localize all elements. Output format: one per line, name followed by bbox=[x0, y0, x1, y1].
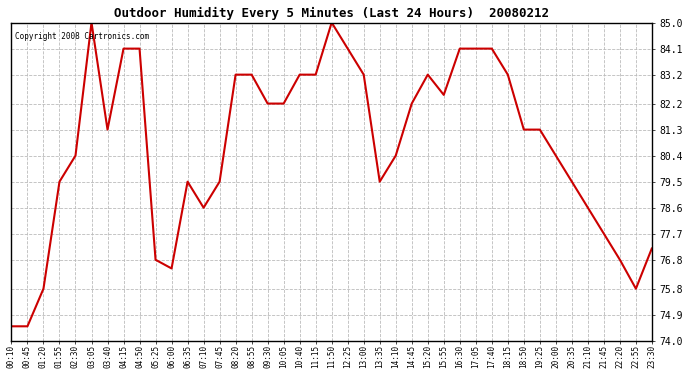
Title: Outdoor Humidity Every 5 Minutes (Last 24 Hours)  20080212: Outdoor Humidity Every 5 Minutes (Last 2… bbox=[114, 7, 549, 20]
Text: Copyright 2008 Cartronics.com: Copyright 2008 Cartronics.com bbox=[14, 32, 149, 41]
